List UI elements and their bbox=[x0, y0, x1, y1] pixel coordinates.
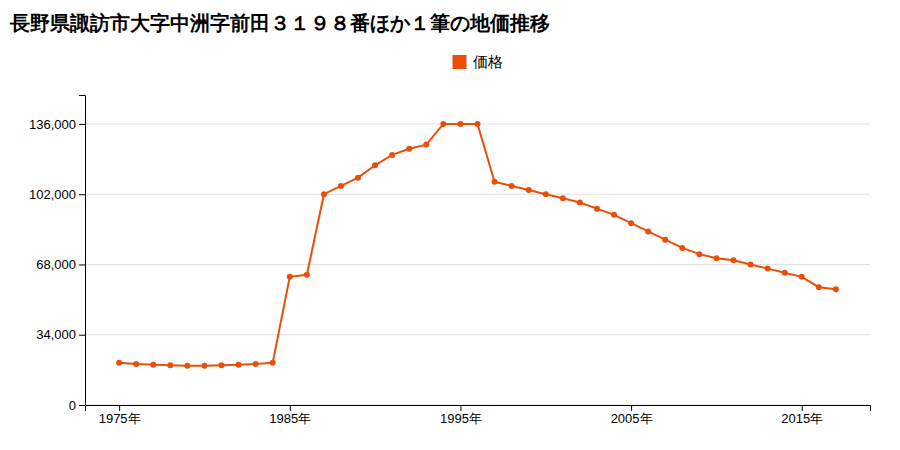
chart: 長野県諏訪市大字中洲字前田３１９８番ほか１筆の地価推移 1975年 1985年 199… bbox=[0, 0, 900, 450]
point bbox=[713, 255, 719, 261]
grid-line bbox=[85, 334, 870, 335]
y-tick-label: 34,000 bbox=[36, 327, 76, 342]
y-tick-mark bbox=[79, 335, 85, 336]
point bbox=[662, 237, 668, 243]
legend: 価格 bbox=[453, 53, 503, 71]
y-tick: 136,000 bbox=[29, 117, 85, 132]
y-tick-label: 102,000 bbox=[29, 187, 76, 202]
point bbox=[782, 270, 788, 276]
x-axis: 1975年 1985年 1995年 2005年 2015年 bbox=[86, 405, 871, 426]
marks bbox=[116, 121, 839, 369]
x-tick: 1975年 bbox=[99, 405, 141, 426]
y-tick: 102,000 bbox=[29, 187, 85, 202]
y-tick-label: 68,000 bbox=[36, 257, 76, 272]
legend-swatch bbox=[453, 55, 467, 69]
y-tick-mark bbox=[79, 194, 85, 195]
point bbox=[236, 362, 242, 368]
legend-label: 価格 bbox=[473, 53, 503, 71]
point bbox=[389, 152, 395, 158]
point bbox=[406, 146, 412, 152]
y-axis-line bbox=[79, 96, 86, 406]
y-axis: 0 34,000 68,000 102,000 136,000 bbox=[29, 96, 86, 413]
y-tick-mark bbox=[79, 405, 85, 406]
point bbox=[509, 183, 515, 189]
point bbox=[167, 362, 173, 368]
x-tick-mark bbox=[119, 405, 120, 411]
point bbox=[440, 121, 446, 127]
y-tick-mark bbox=[79, 264, 85, 265]
point bbox=[423, 142, 429, 148]
point bbox=[679, 245, 685, 251]
point bbox=[560, 195, 566, 201]
x-tick-mark bbox=[460, 405, 461, 411]
point bbox=[645, 228, 651, 234]
x-tick-label: 1995年 bbox=[440, 411, 482, 426]
x-tick: 2005年 bbox=[611, 405, 653, 426]
point bbox=[304, 272, 310, 278]
y-tick: 34,000 bbox=[36, 327, 85, 342]
point bbox=[253, 361, 259, 367]
points bbox=[116, 121, 839, 369]
point bbox=[577, 199, 583, 205]
point bbox=[526, 187, 532, 193]
x-axis-line bbox=[86, 406, 871, 412]
point bbox=[765, 266, 771, 272]
x-tick: 1985年 bbox=[269, 405, 311, 426]
legend-item: 価格 bbox=[453, 53, 503, 71]
title: 長野県諏訪市大字中洲字前田３１９８番ほか１筆の地価推移 bbox=[9, 11, 550, 35]
y-tick-label: 0 bbox=[69, 398, 76, 413]
point bbox=[184, 363, 190, 369]
point bbox=[133, 361, 139, 367]
point bbox=[748, 261, 754, 267]
point bbox=[492, 179, 498, 185]
x-tick-label: 2015年 bbox=[781, 411, 823, 426]
point bbox=[287, 274, 293, 280]
x-tick: 1995年 bbox=[440, 405, 482, 426]
point bbox=[628, 220, 634, 226]
y-tick: 0 bbox=[69, 398, 85, 413]
x-tick: 2015年 bbox=[781, 405, 823, 426]
point bbox=[816, 284, 822, 290]
point bbox=[730, 257, 736, 263]
point bbox=[372, 162, 378, 168]
point bbox=[270, 360, 276, 366]
point bbox=[799, 274, 805, 280]
line bbox=[119, 124, 836, 366]
point bbox=[696, 251, 702, 257]
point bbox=[355, 175, 361, 181]
point bbox=[457, 121, 463, 127]
x-tick-mark bbox=[802, 405, 803, 411]
x-tick-label: 2005年 bbox=[611, 411, 653, 426]
y-tick-label: 136,000 bbox=[29, 117, 76, 132]
point bbox=[219, 362, 225, 368]
point bbox=[475, 121, 481, 127]
point bbox=[150, 362, 156, 368]
x-tick-mark bbox=[290, 405, 291, 411]
grid-line bbox=[85, 194, 870, 195]
grid bbox=[85, 124, 870, 405]
x-tick-label: 1975年 bbox=[99, 411, 141, 426]
point bbox=[201, 363, 207, 369]
y-tick: 68,000 bbox=[36, 257, 85, 272]
x-tick-mark bbox=[631, 405, 632, 411]
point bbox=[321, 191, 327, 197]
x-tick-label: 1985年 bbox=[269, 411, 311, 426]
point bbox=[833, 286, 839, 292]
point bbox=[594, 206, 600, 212]
point bbox=[543, 191, 549, 197]
point bbox=[338, 183, 344, 189]
point bbox=[611, 212, 617, 218]
plot: 1975年 1985年 1995年 2005年 2015年 0 34,000 68,000 10… bbox=[29, 96, 871, 427]
point bbox=[116, 360, 122, 366]
y-tick-mark bbox=[79, 124, 85, 125]
